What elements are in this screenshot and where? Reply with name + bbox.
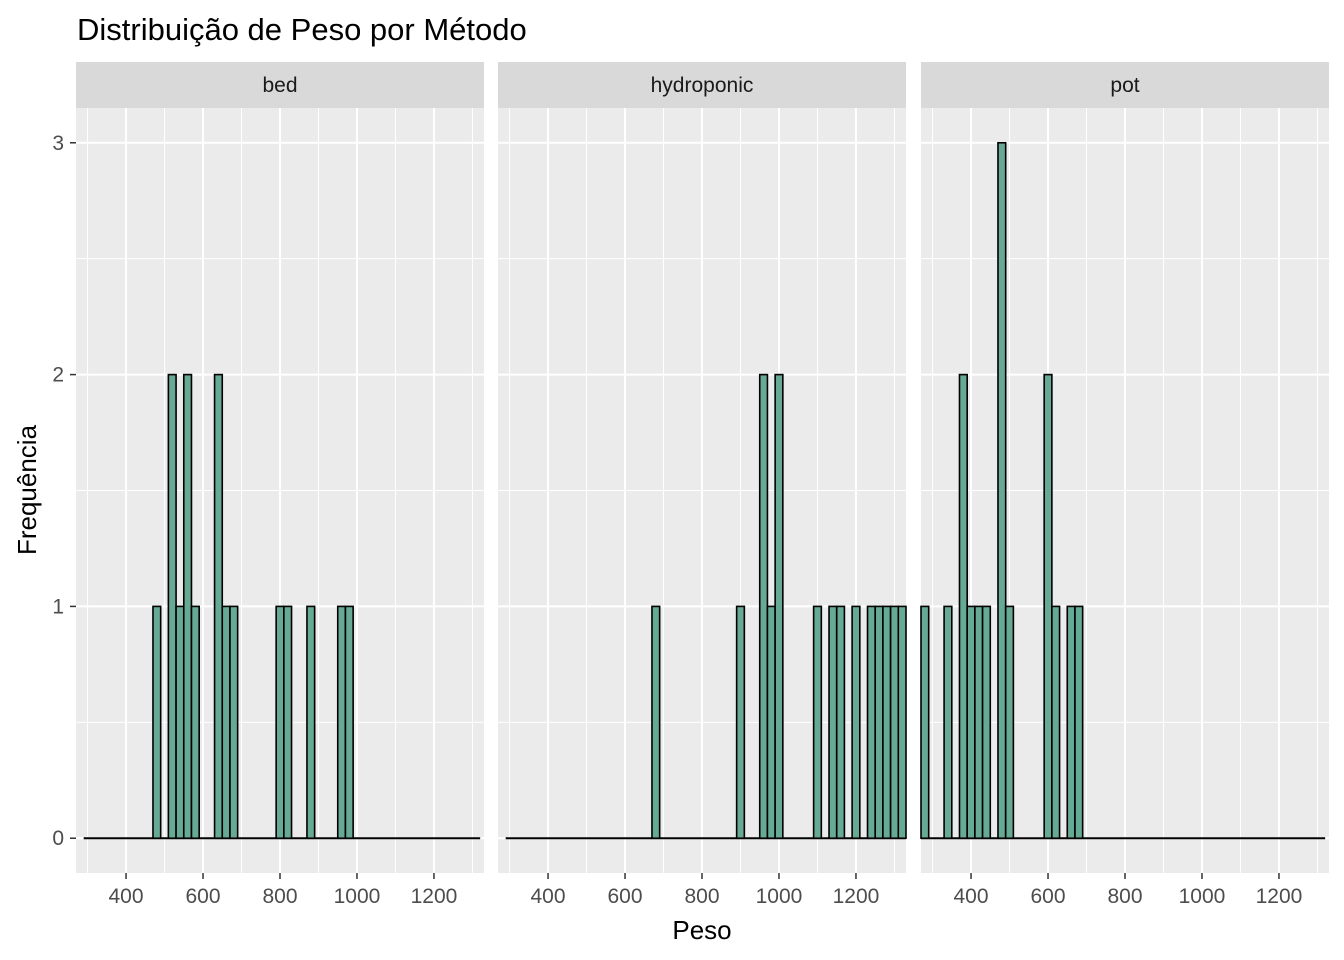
histogram-bar: [182, 373, 193, 840]
y-tick-label: 2: [52, 364, 64, 387]
y-tick-label: 1: [52, 595, 64, 618]
histogram-bar: [735, 605, 746, 840]
histogram-bar: [306, 605, 316, 840]
facet-panel-bed: bed 400 600 800 1000 1200: [76, 62, 484, 908]
facet-strip-label: bed: [262, 74, 297, 97]
histogram-bar: [897, 605, 907, 840]
x-tick-label: 1200: [833, 885, 880, 908]
x-tick-label: 400: [531, 885, 566, 908]
x-tick-label: 600: [1030, 885, 1065, 908]
histogram-bar: [958, 373, 968, 840]
histogram-bar: [812, 605, 823, 840]
x-axis-title: Peso: [672, 915, 731, 945]
y-tick-label: 0: [52, 827, 64, 850]
x-tick-label: 400: [954, 885, 989, 908]
histogram-bar: [1074, 605, 1084, 840]
histogram-bar: [190, 605, 200, 840]
chart-title: Distribuição de Peso por Método: [77, 12, 527, 47]
histogram-bar: [651, 605, 661, 840]
histogram-bar: [175, 605, 185, 840]
x-tick-label: 1000: [1179, 885, 1226, 908]
histogram-bar: [336, 605, 347, 840]
histogram-bar: [229, 605, 239, 840]
x-tick-label: 400: [109, 885, 144, 908]
histogram-bar: [152, 605, 162, 840]
histogram-bar: [874, 605, 884, 840]
y-axis: 0 1 2 3: [52, 132, 76, 850]
facet-strip-label: pot: [1110, 74, 1139, 97]
x-tick-label: 1200: [411, 885, 458, 908]
x-tick-label: 800: [262, 885, 297, 908]
x-tick-label: 1200: [1256, 885, 1303, 908]
histogram-bar: [221, 605, 231, 840]
histogram-bar: [167, 373, 177, 840]
facet-strip-label: hydroponic: [651, 74, 754, 97]
histogram-bar: [997, 141, 1007, 840]
x-tick-label: 800: [684, 885, 719, 908]
histogram-bar: [882, 605, 892, 840]
facet-strip: [76, 62, 484, 108]
x-tick-label: 600: [607, 885, 642, 908]
facet-panels: bed 400 600 800 1000 1200 hydroponic 400 600 800 1…: [76, 62, 1329, 908]
histogram-bar: [1004, 605, 1015, 840]
histogram-bar: [866, 605, 877, 840]
histogram-bar: [974, 605, 984, 840]
histogram-bar: [774, 373, 784, 840]
facet-panel-hydroponic: hydroponic 400 600 800 1000 1200: [498, 62, 907, 908]
histogram-bar: [283, 605, 293, 840]
x-tick-label: 1000: [756, 885, 803, 908]
histogram-bar: [851, 605, 861, 840]
histogram-bar: [1043, 373, 1053, 840]
histogram-bar: [943, 605, 953, 840]
histogram-bar: [1051, 605, 1061, 840]
histogram-bar: [213, 373, 224, 840]
histogram-bar: [828, 605, 838, 840]
histogram-bar: [920, 605, 930, 840]
x-tick-label: 600: [185, 885, 220, 908]
x-tick-label: 800: [1107, 885, 1142, 908]
x-tick-label: 1000: [334, 885, 381, 908]
histogram-bar: [966, 605, 976, 840]
histogram-bar: [344, 605, 354, 840]
histogram-bar: [835, 605, 846, 840]
histogram-bar: [1066, 605, 1076, 840]
histogram-bar: [275, 605, 285, 840]
facet-panel-pot: pot 400 600 800 1000 1200: [920, 62, 1329, 908]
facet-strip: [921, 62, 1329, 108]
histogram-bar: [758, 373, 769, 840]
facet-strip: [498, 62, 906, 108]
histogram-bar: [766, 605, 776, 840]
histogram-bar: [889, 605, 900, 840]
y-tick-label: 3: [52, 132, 64, 155]
histogram-bar: [981, 605, 992, 840]
y-axis-title: Frequência: [12, 424, 42, 555]
